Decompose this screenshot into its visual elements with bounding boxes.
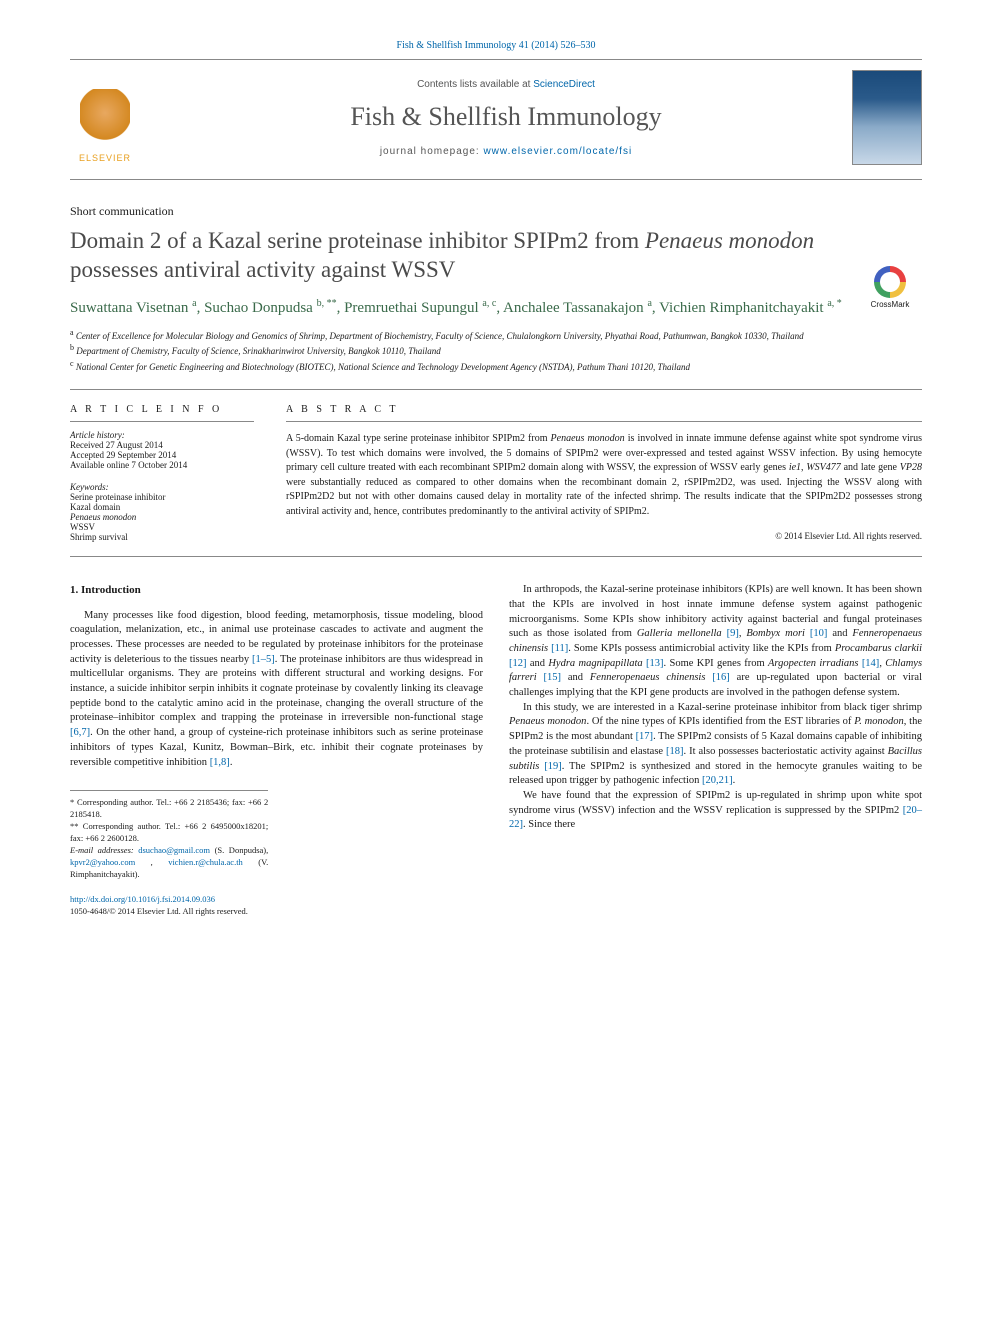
- title-species: Penaeus monodon: [645, 228, 814, 253]
- abstract-text: A 5-domain Kazal type serine proteinase …: [286, 432, 922, 519]
- homepage-prefix: journal homepage:: [380, 146, 484, 157]
- article-info-heading: A R T I C L E I N F O: [70, 404, 254, 422]
- article-title: Domain 2 of a Kazal serine proteinase in…: [70, 227, 922, 285]
- journal-homepage-line: journal homepage: www.elsevier.com/locat…: [160, 146, 852, 157]
- section-1-heading: 1. Introduction: [70, 583, 483, 598]
- elsevier-tree-icon: [80, 89, 130, 149]
- article-info-panel: A R T I C L E I N F O Article history: R…: [70, 390, 270, 556]
- title-post: possesses antiviral activity against WSS…: [70, 257, 455, 282]
- journal-cover-thumbnail: [852, 70, 922, 165]
- elsevier-logo: ELSEVIER: [70, 73, 140, 163]
- crossmark-badge[interactable]: CrossMark: [860, 266, 920, 309]
- article-history-label: Article history:: [70, 430, 254, 440]
- intro-paragraph-3: In this study, we are interested in a Ka…: [509, 701, 922, 789]
- elsevier-logo-text: ELSEVIER: [79, 153, 131, 163]
- abstract-panel: A B S T R A C T A 5-domain Kazal type se…: [270, 390, 922, 556]
- affiliations: a Center of Excellence for Molecular Bio…: [70, 327, 922, 374]
- journal-name: Fish & Shellfish Immunology: [160, 102, 852, 132]
- intro-paragraph-1: Many processes like food digestion, bloo…: [70, 609, 483, 771]
- article-history-list: Received 27 August 2014Accepted 29 Septe…: [70, 440, 254, 470]
- crossmark-label: CrossMark: [860, 300, 920, 309]
- sciencedirect-link[interactable]: ScienceDirect: [533, 79, 595, 90]
- email-addresses: E-mail addresses: dsuchao@gmail.com (S. …: [70, 845, 268, 881]
- contents-prefix: Contents lists available at: [417, 79, 533, 90]
- intro-paragraph-4: We have found that the expression of SPI…: [509, 789, 922, 833]
- abstract-copyright: © 2014 Elsevier Ltd. All rights reserved…: [286, 531, 922, 541]
- keywords-label: Keywords:: [70, 482, 254, 492]
- corr-author-1: * Corresponding author. Tel.: +66 2 2185…: [70, 797, 268, 821]
- journal-header: ELSEVIER Contents lists available at Sci…: [70, 59, 922, 180]
- corresponding-author-footnotes: * Corresponding author. Tel.: +66 2 2185…: [70, 790, 268, 880]
- doi-link[interactable]: http://dx.doi.org/10.1016/j.fsi.2014.09.…: [70, 894, 215, 904]
- crossmark-icon: [874, 266, 906, 298]
- body-columns: 1. Introduction Many processes like food…: [70, 583, 922, 918]
- keywords-list: Serine proteinase inhibitorKazal domainP…: [70, 492, 254, 542]
- doi-block: http://dx.doi.org/10.1016/j.fsi.2014.09.…: [70, 894, 483, 918]
- contents-available-line: Contents lists available at ScienceDirec…: [160, 79, 852, 90]
- journal-homepage-link[interactable]: www.elsevier.com/locate/fsi: [483, 146, 632, 157]
- corr-author-2: ** Corresponding author. Tel.: +66 2 649…: [70, 821, 268, 845]
- author-list: Suwattana Visetnan a, Suchao Donpudsa b,…: [70, 297, 922, 319]
- column-right: In arthropods, the Kazal-serine proteina…: [509, 583, 922, 918]
- abstract-heading: A B S T R A C T: [286, 404, 922, 422]
- journal-reference: Fish & Shellfish Immunology 41 (2014) 52…: [70, 40, 922, 51]
- intro-paragraph-2: In arthropods, the Kazal-serine proteina…: [509, 583, 922, 701]
- article-type: Short communication: [70, 204, 922, 219]
- column-left: 1. Introduction Many processes like food…: [70, 583, 483, 918]
- issn-copyright: 1050-4648/© 2014 Elsevier Ltd. All right…: [70, 906, 483, 918]
- title-pre: Domain 2 of a Kazal serine proteinase in…: [70, 228, 645, 253]
